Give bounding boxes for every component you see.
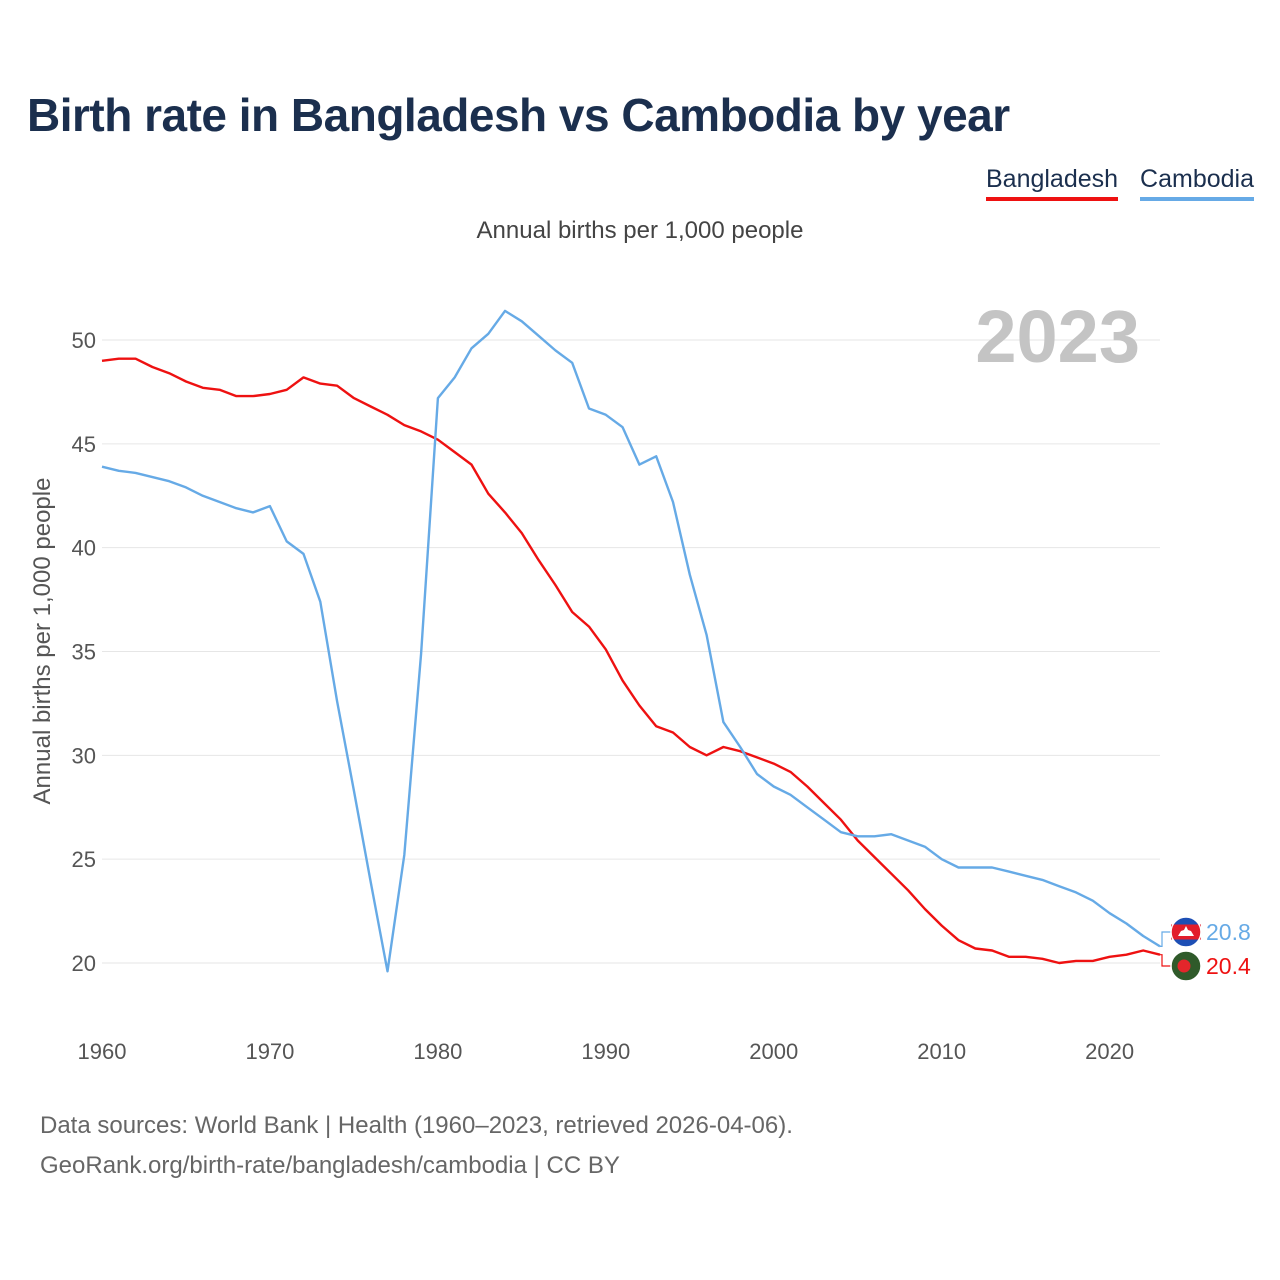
y-tick-label: 50 [72,328,96,353]
footer: Data sources: World Bank | Health (1960–… [40,1106,793,1186]
flag-ring [1170,916,1202,948]
legend-item-cambodia[interactable]: Cambodia [1140,165,1254,201]
bangladesh-flag-icon [1170,950,1202,982]
end-value-bangladesh: 20.4 [1206,953,1251,979]
y-axis-label: Annual births per 1,000 people [29,478,56,805]
year-label: 2023 [975,295,1140,378]
connector-bangladesh [1160,954,1172,967]
chart-title: Birth rate in Bangladesh vs Cambodia by … [27,89,1010,141]
flag-disc [1177,959,1191,973]
x-tick-label: 1990 [581,1039,630,1064]
connector-cambodia [1160,931,1172,947]
end-markers: 20.4 20.8 [1160,916,1251,982]
y-tick-label: 40 [72,536,96,561]
legend-item-bangladesh[interactable]: Bangladesh [985,165,1119,201]
chart-subtitle: Annual births per 1,000 people [476,217,804,244]
series-line-bangladesh [101,357,1161,965]
x-tick-label: 2020 [1085,1039,1134,1064]
y-tick-label: 45 [72,432,96,457]
source-link[interactable]: GeoRank.org/birth-rate/bangladesh/cambod… [40,1152,620,1179]
y-tick-label: 35 [72,640,96,665]
series-lines [101,309,1161,973]
flag-ring [1170,950,1202,982]
x-tick-label: 1960 [78,1039,127,1064]
x-tick-label: 1970 [245,1039,294,1064]
y-axis-ticks: 20 25 30 35 40 45 50 [72,328,96,976]
end-value-cambodia: 20.8 [1206,919,1251,945]
x-tick-label: 1980 [413,1039,462,1064]
cambodia-flag-icon [1170,916,1202,948]
y-tick-label: 20 [72,951,96,976]
legend: Bangladesh Cambodia [985,165,1254,201]
flag-temple [1178,926,1194,936]
x-tick-label: 2010 [917,1039,966,1064]
x-tick-label: 2000 [749,1039,798,1064]
y-tick-label: 30 [72,743,96,768]
x-axis-ticks: 1960 1970 1980 1990 2000 2010 2020 [78,1039,1135,1064]
source-note: Data sources: World Bank | Health (1960–… [40,1112,793,1139]
y-tick-label: 25 [72,847,96,872]
series-line-cambodia [101,309,1161,973]
